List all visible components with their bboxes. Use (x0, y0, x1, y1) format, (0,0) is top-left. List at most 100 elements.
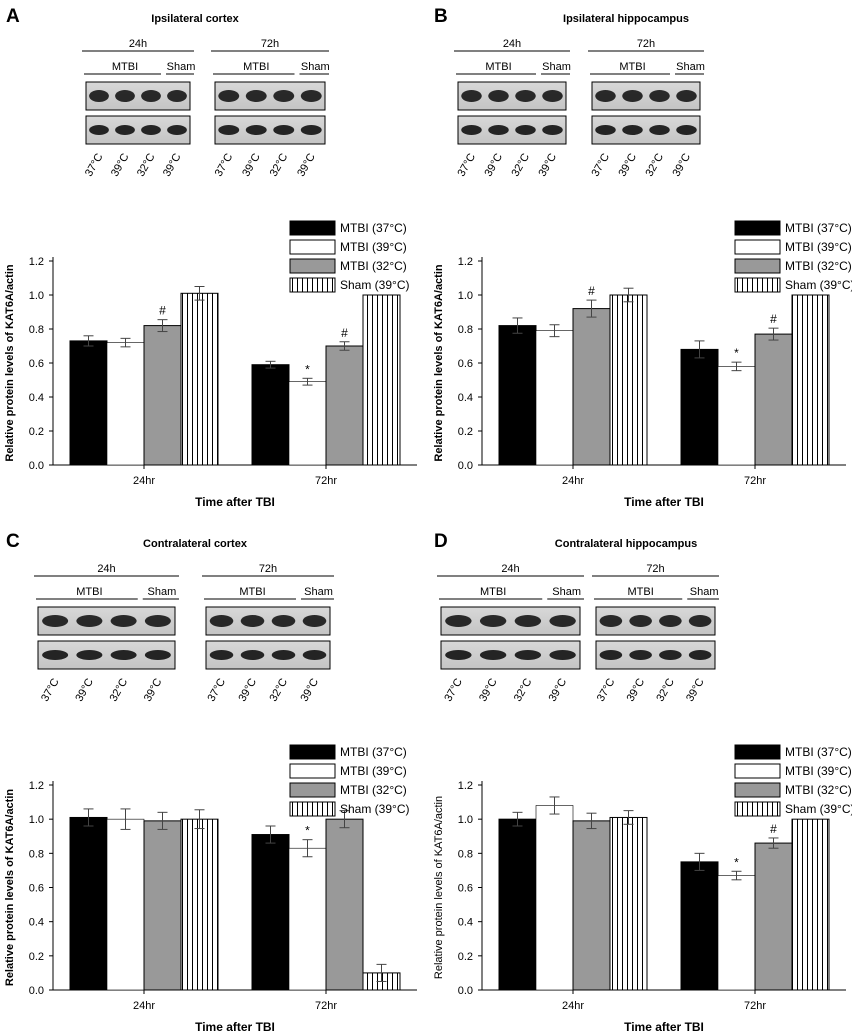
blot-lane-label: 32°C (643, 151, 666, 178)
blot-time-label: 72h (637, 38, 655, 50)
blot-band (479, 615, 507, 627)
y-tick-label: 0.4 (29, 917, 44, 929)
x-tick-label: 72hr (744, 475, 766, 487)
x-tick-label: 24hr (562, 475, 584, 487)
blot-mtbi-label: MTBI (485, 61, 511, 73)
y-tick-label: 1.0 (29, 814, 44, 826)
significance-marker: # (588, 284, 595, 298)
error-bar (376, 963, 387, 982)
blot-band (549, 615, 576, 627)
blot-mtbi-label: MTBI (239, 586, 265, 598)
blot-lane-label: 39°C (73, 676, 96, 703)
blot-band (542, 125, 563, 135)
error-bar (339, 341, 350, 351)
blot-strip-KAT6A (85, 81, 191, 111)
error-bar (157, 319, 168, 333)
error-bar (694, 852, 705, 871)
blot-strip-KAT6A (440, 606, 581, 636)
error-bar (731, 870, 742, 881)
blot-mtbi-label: MTBI (243, 61, 269, 73)
error-bar (623, 287, 634, 303)
legend-swatch-mtbi_32 (289, 782, 336, 798)
y-tick-label: 1.2 (29, 256, 44, 268)
error-bar (549, 796, 560, 815)
error-bar (586, 299, 597, 318)
significance-marker: * (734, 855, 739, 869)
bar-sham_39-72hr (362, 294, 401, 466)
legend-label: MTBI (37°C) (785, 221, 852, 235)
blot-time-label: 24h (97, 563, 115, 575)
blot-band (514, 650, 542, 660)
y-tick-label: 0.8 (29, 848, 44, 860)
blot-band (514, 615, 542, 627)
bar-mtbi_39-72hr (288, 847, 327, 991)
blot-band (245, 125, 267, 135)
y-tick-label: 0.0 (29, 985, 44, 997)
legend-label: MTBI (39°C) (340, 764, 407, 778)
blot-time-label: 72h (261, 38, 279, 50)
legend-label: MTBI (32°C) (340, 783, 407, 797)
blot-band (688, 615, 712, 627)
panel-title: Ipsilateral cortex (151, 13, 239, 25)
y-tick-label: 0.2 (29, 426, 44, 438)
y-tick-label: 0.6 (458, 358, 473, 370)
bar-mtbi_39-72hr (717, 875, 756, 991)
blot-band (688, 650, 712, 660)
bar-chart: 0.0 0.2 0.4 0.6 0.8 1.0 1.2 Relative protein le… (4, 220, 417, 509)
y-tick-label: 0.6 (29, 358, 44, 370)
blot-band (549, 650, 576, 660)
blot-band (649, 125, 670, 135)
legend-label: Sham (39°C) (340, 802, 410, 816)
blot-strip-KAT6A (214, 81, 326, 111)
y-axis-label: Relative protein levels of KAT6A/actin (433, 264, 445, 462)
error-bar (265, 360, 276, 369)
error-bar (768, 327, 779, 341)
bar-mtbi_32-72hr (325, 345, 364, 466)
bar-mtbi_32-72hr (754, 842, 793, 991)
blot-lane-label: 37°C (589, 151, 612, 178)
blot-band (302, 615, 327, 627)
significance-marker: # (770, 312, 777, 326)
blot-strip-actin (591, 115, 701, 145)
blot-band (144, 615, 171, 627)
error-bar (768, 837, 779, 849)
legend: MTBI (37°C) MTBI (39°C) MTBI (32°C) Sham (3… (289, 220, 410, 293)
blot-band (461, 90, 482, 102)
error-bar (586, 812, 597, 830)
error-bar (339, 810, 350, 829)
error-bar (694, 340, 705, 359)
y-tick-label: 1.0 (29, 290, 44, 302)
legend-swatch-mtbi_39 (734, 763, 781, 779)
legend: MTBI (37°C) MTBI (39°C) MTBI (32°C) Sham (3… (289, 744, 410, 817)
blot-band (89, 125, 109, 135)
blot-lane-label: 32°C (268, 151, 291, 178)
bar-mtbi_39-24hr (535, 805, 574, 991)
legend-swatch-mtbi_39 (734, 239, 781, 255)
blot-strip-actin (214, 115, 326, 145)
blot-lane-label: 39°C (236, 676, 259, 703)
bar-mtbi_32-24hr (572, 820, 611, 991)
panel-letter: A (6, 6, 20, 27)
bar-mtbi_39-24hr (106, 342, 145, 466)
y-tick-label: 0.4 (458, 917, 473, 929)
blot-sham-label: Sham (148, 586, 177, 598)
bar-sham_39-24hr (609, 294, 648, 466)
panel-C: C Contralateral cortex 24h MTBI Sham 37°C 39°C… (4, 531, 417, 1032)
y-tick-label: 0.0 (29, 460, 44, 472)
blot-lane-label: 39°C (482, 151, 505, 178)
blot-band (445, 615, 472, 627)
blot-band (271, 615, 296, 627)
blot-lane-label: 32°C (135, 151, 158, 178)
blot-lane-label: 32°C (512, 676, 535, 703)
legend-swatch-sham_39 (289, 277, 336, 293)
legend-swatch-mtbi_37 (289, 220, 336, 236)
bar-sham_39-72hr (791, 294, 830, 466)
legend-swatch-mtbi_37 (734, 744, 781, 760)
bar-sham_39-24hr (180, 818, 219, 991)
blot-band (273, 90, 295, 102)
panel-letter: B (434, 6, 448, 27)
blot-band (141, 125, 161, 135)
